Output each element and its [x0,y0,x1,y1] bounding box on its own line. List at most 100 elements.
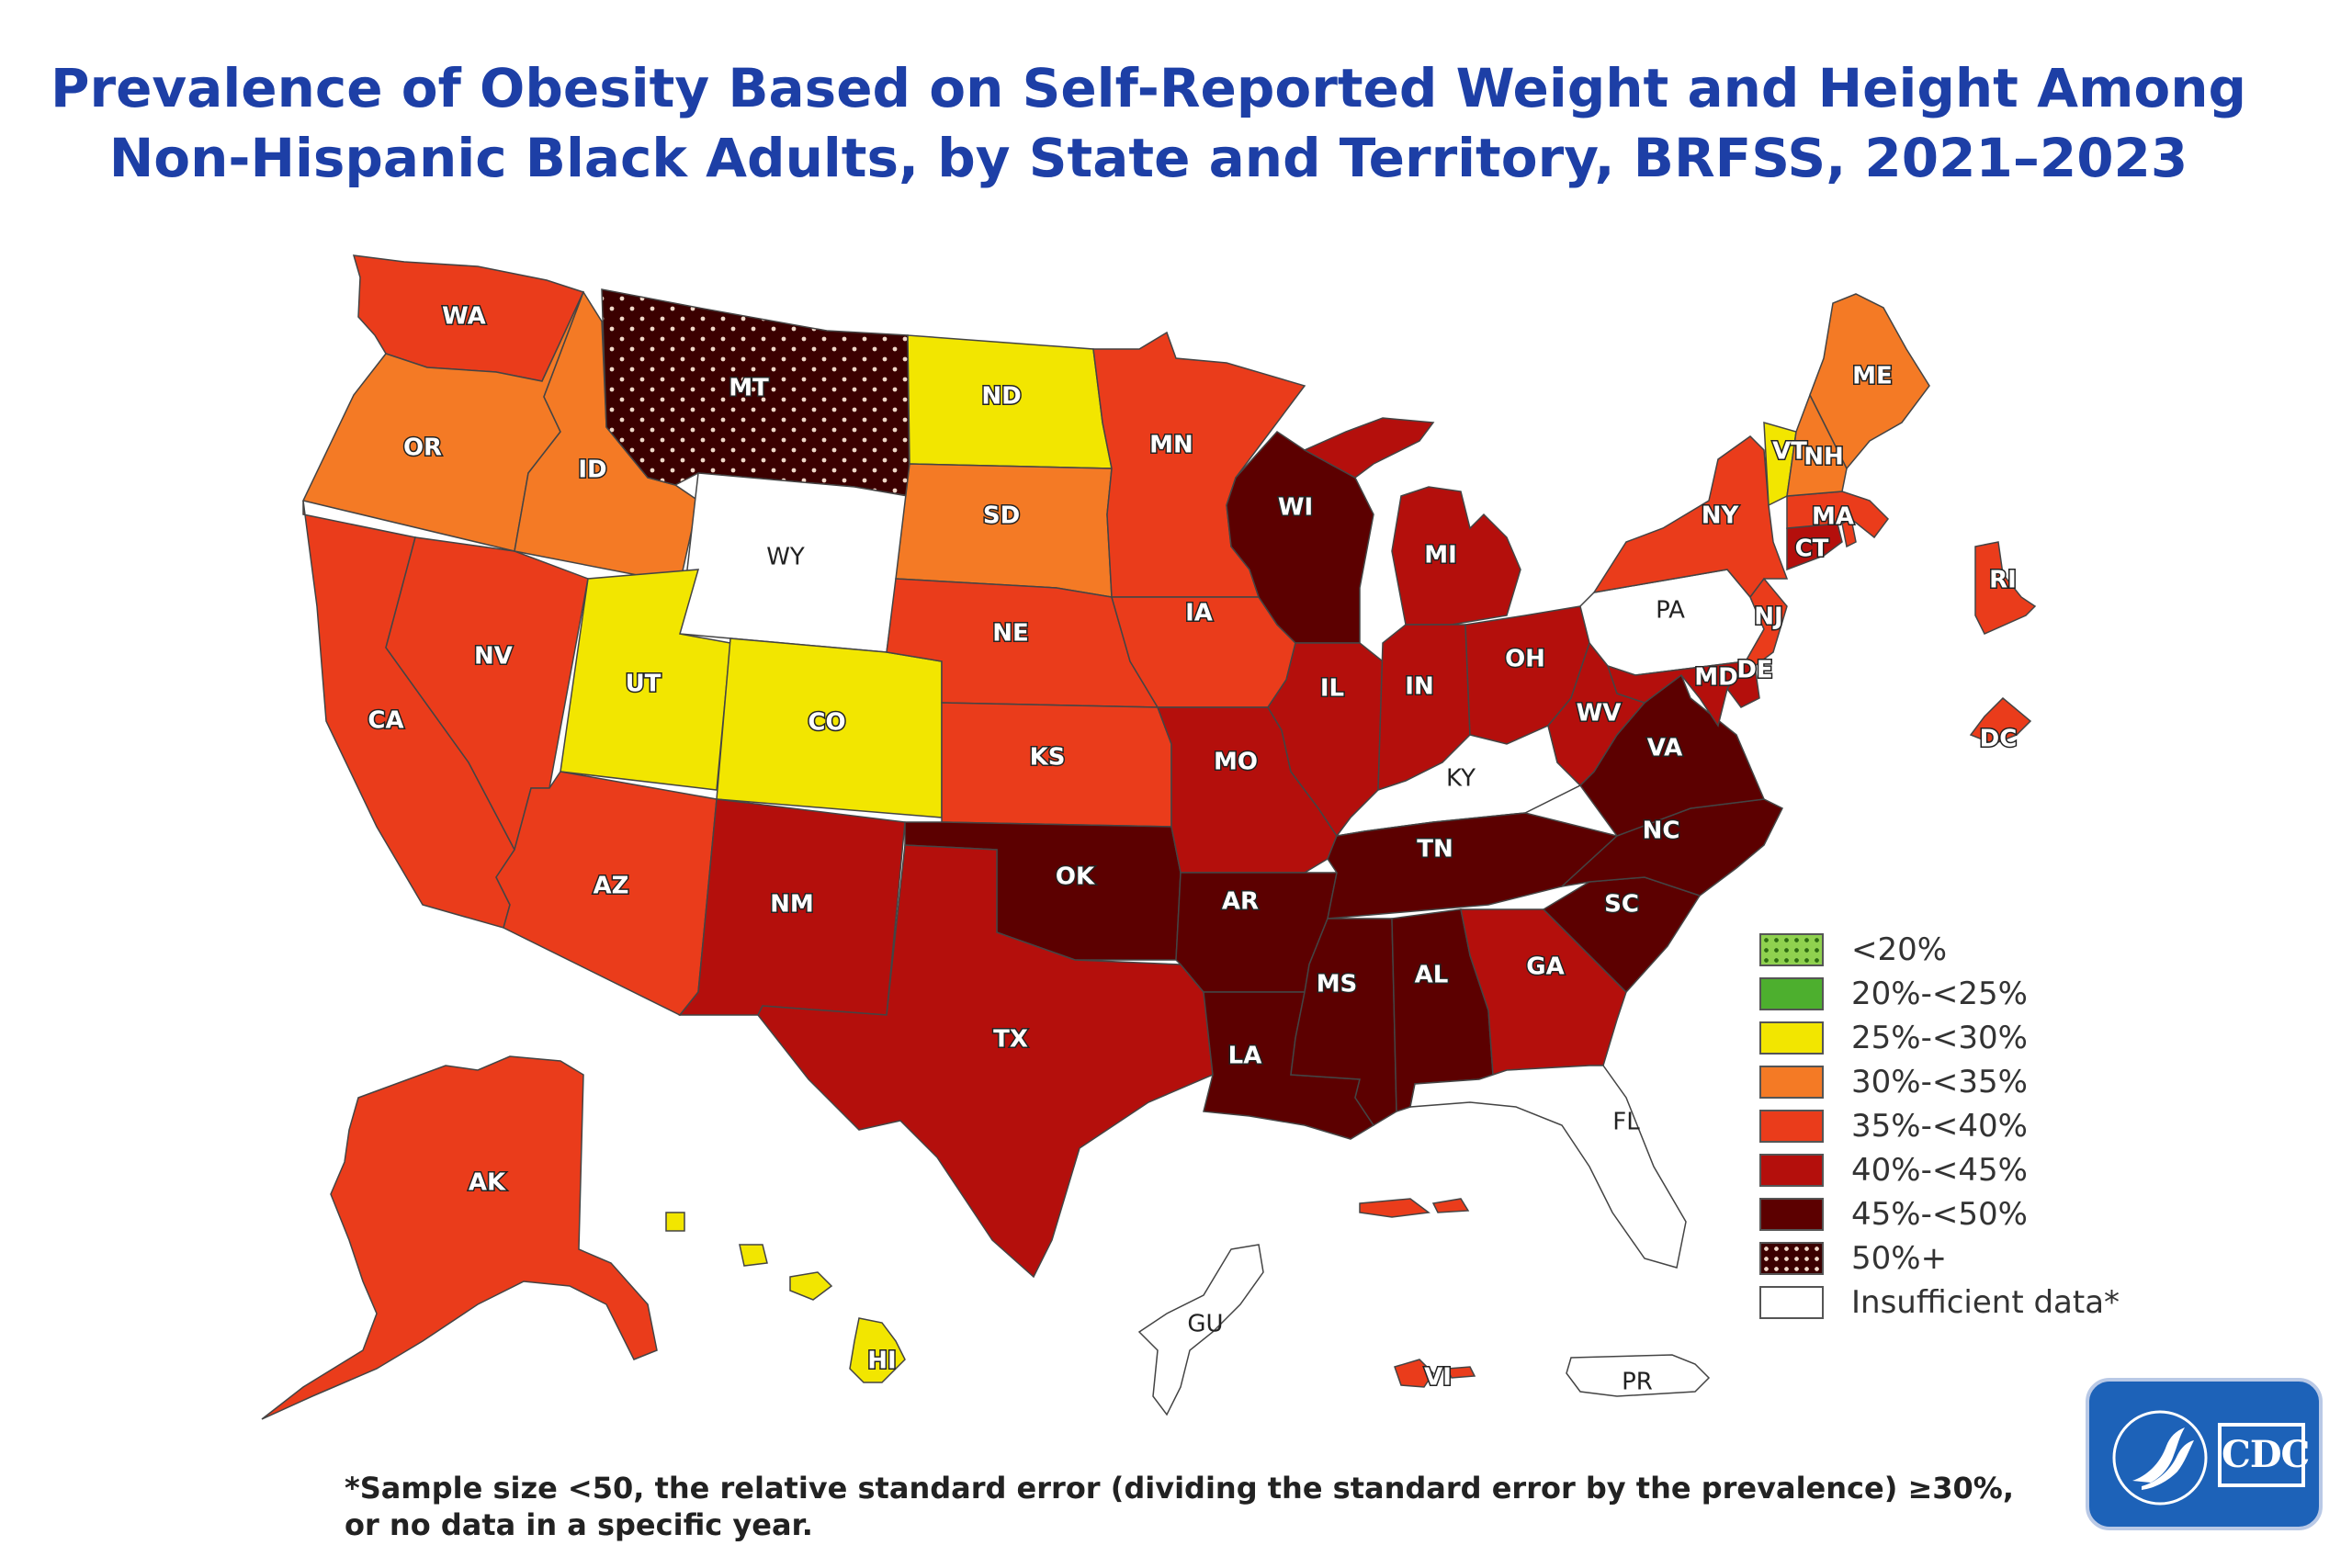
label-NM: NM [770,891,814,919]
territory-other-caribbean[interactable] [1359,1198,1470,1218]
legend-label: 45%-<50% [1851,1196,2028,1233]
label-KY: KY [1446,765,1476,793]
state-NY[interactable] [1592,435,1789,599]
label-LA: LA [1228,1043,1262,1070]
legend-label: 20%-<25% [1851,976,2028,1012]
label-PA: PA [1656,597,1685,625]
legend-swatch [1759,1154,1824,1187]
territory-PR[interactable] [1566,1354,1711,1397]
legend-label: <20% [1851,931,1948,968]
label-AL: AL [1415,962,1449,989]
label-MO: MO [1214,749,1258,776]
state-labels: WA OR CA NV ID MT WY UT CO AZ NM ND SD N… [367,301,2018,1396]
label-WY: WY [766,544,805,571]
label-NY: NY [1702,502,1740,530]
label-MT: MT [729,375,769,402]
footnote-line-2: or no data in a specific year. [345,1507,813,1542]
map-legend: <20% 20%-<25% 25%-<30% 30%-<35% 35%-<40%… [1759,928,2182,1325]
label-GA: GA [1526,953,1564,981]
label-HI: HI [867,1348,896,1375]
label-UT: UT [626,671,662,698]
label-VT: VT [1772,438,1807,466]
label-TN: TN [1417,836,1453,863]
label-ID: ID [578,457,606,484]
legend-item: 30%-<35% [1759,1060,2182,1104]
label-RI: RI [1989,567,2017,594]
label-PR: PR [1622,1369,1653,1396]
legend-item: 20%-<25% [1759,972,2182,1016]
label-NC: NC [1643,818,1680,845]
state-FL[interactable] [1409,1065,1687,1269]
label-VI: VI [1424,1364,1452,1392]
label-NH: NH [1804,444,1844,471]
map-title: Prevalence of Obesity Based on Self-Repo… [0,53,2297,193]
label-MA: MA [1812,503,1854,531]
label-CO: CO [808,709,845,737]
hhs-eagle-seal-icon [2112,1410,2208,1506]
label-WV: WV [1577,700,1622,728]
territory-GU[interactable] [1137,1244,1264,1416]
label-OK: OK [1056,863,1095,891]
legend-item: 35%-<40% [1759,1104,2182,1148]
label-OH: OH [1505,646,1545,673]
label-NJ: NJ [1754,604,1782,631]
territory-VI[interactable] [1394,1359,1476,1388]
label-FL: FL [1612,1109,1640,1136]
legend-label: 25%-<30% [1851,1020,2028,1056]
legend-swatch [1759,1242,1824,1275]
legend-swatch [1759,1110,1824,1143]
legend-label: 50%+ [1851,1240,1948,1277]
label-OR: OR [403,434,442,462]
legend-swatch [1759,1286,1824,1319]
state-inset-RI[interactable] [1974,541,2037,635]
label-MD: MD [1694,664,1737,692]
map-title-line-1: Prevalence of Obesity Based on Self-Repo… [50,57,2247,119]
label-WI: WI [1278,494,1313,522]
state-HI-kauai[interactable] [665,1212,685,1232]
legend-item: Insufficient data* [1759,1280,2182,1325]
label-ME: ME [1852,363,1893,390]
label-IA: IA [1185,600,1213,627]
footnote: *Sample size <50, the relative standard … [345,1470,2090,1543]
legend-item: 25%-<30% [1759,1016,2182,1060]
state-MD[interactable] [1606,660,1747,728]
legend-item: <20% [1759,928,2182,972]
legend-swatch [1759,1021,1824,1055]
legend-swatch [1759,1066,1824,1099]
state-HI-maui[interactable] [789,1271,833,1301]
label-VA: VA [1647,735,1682,762]
label-SC: SC [1604,891,1639,919]
label-WA: WA [442,303,486,331]
label-KS: KS [1030,744,1066,772]
legend-label: 30%-<35% [1851,1064,2028,1100]
label-ND: ND [981,383,1021,411]
state-MI[interactable] [1303,417,1521,626]
legend-item: 40%-<45% [1759,1148,2182,1192]
label-MI: MI [1424,542,1457,570]
state-MA[interactable] [1786,491,1889,539]
label-DC: DC [1980,726,2018,753]
state-ME[interactable] [1809,293,1930,470]
label-DE: DE [1736,657,1772,684]
label-GU: GU [1187,1311,1223,1338]
label-IL: IL [1320,675,1344,703]
legend-swatch [1759,977,1824,1010]
label-SD: SD [983,502,1020,530]
state-inset-DC[interactable] [1969,696,2032,745]
state-AK[interactable] [261,1055,658,1420]
state-IL[interactable] [1267,642,1384,838]
state-NJ[interactable] [1744,577,1788,667]
cdc-wordmark: CDC [2218,1423,2310,1487]
state-HI-main[interactable] [849,1317,906,1383]
legend-label: 35%-<40% [1851,1108,2028,1145]
label-MN: MN [1149,432,1193,459]
state-HI-oahu[interactable] [739,1244,768,1267]
state-TX[interactable] [757,844,1214,1279]
state-TN[interactable] [1327,812,1619,919]
label-TX: TX [993,1026,1028,1054]
legend-label: Insufficient data* [1851,1284,2120,1321]
footnote-line-1: *Sample size <50, the relative standard … [345,1471,2015,1506]
state-SD[interactable] [895,463,1113,598]
legend-swatch [1759,1198,1824,1231]
cdc-logo: CDC [2086,1378,2323,1530]
